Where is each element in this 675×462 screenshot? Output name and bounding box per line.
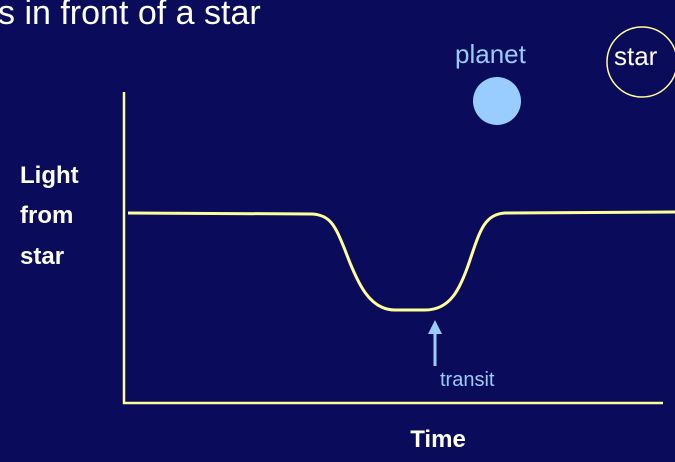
x-axis-label: Time — [410, 426, 466, 453]
planet — [473, 77, 521, 125]
y-axis-label: Light — [20, 162, 79, 189]
transit-label: transit — [440, 369, 495, 391]
y-axis-label: from — [20, 202, 73, 229]
star — [606, 26, 675, 98]
y-axis-label: star — [20, 243, 64, 270]
slide-title: s in front of a star — [0, 0, 261, 32]
transit-arrowhead — [428, 320, 442, 334]
planet-label: planet — [455, 39, 527, 69]
star-label: star — [614, 41, 658, 71]
light-curve — [127, 210, 675, 312]
